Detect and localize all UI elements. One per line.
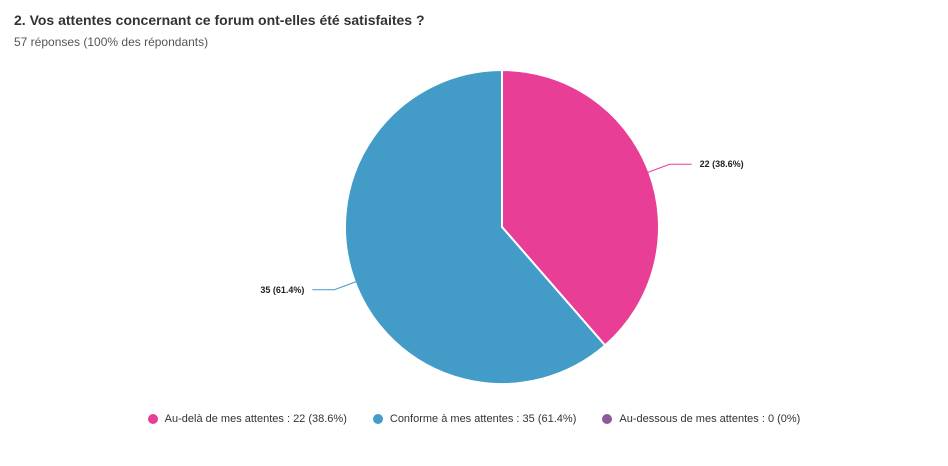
data-label-1: 35 (61.4%)	[260, 285, 304, 295]
legend-item-au-dela[interactable]: Au-delà de mes attentes : 22 (38.6%)	[147, 413, 347, 425]
data-label-0: 22 (38.6%)	[700, 159, 744, 169]
legend-label: Au-dessous de mes attentes : 0 (0%)	[619, 413, 801, 425]
legend-marker-icon	[372, 414, 383, 424]
legend-item-au-dessous[interactable]: Au-dessous de mes attentes : 0 (0%)	[602, 413, 800, 425]
legend-label: Au-delà de mes attentes : 22 (38.6%)	[164, 413, 347, 425]
legend-item-conforme[interactable]: Conforme à mes attentes : 35 (61.4%)	[372, 413, 577, 425]
response-count: 57 réponses (100% des répondants)	[14, 35, 209, 49]
legend-marker-icon	[147, 414, 158, 424]
chart-title: 2. Vos attentes concernant ce forum ont-…	[14, 12, 425, 28]
legend-label: Conforme à mes attentes : 35 (61.4%)	[389, 413, 577, 425]
chart-legend: Au-delà de mes attentes : 22 (38.6%) Con…	[0, 413, 948, 425]
leader-line-1	[312, 280, 358, 291]
leader-line-0	[646, 163, 692, 174]
legend-marker-icon	[602, 414, 613, 424]
